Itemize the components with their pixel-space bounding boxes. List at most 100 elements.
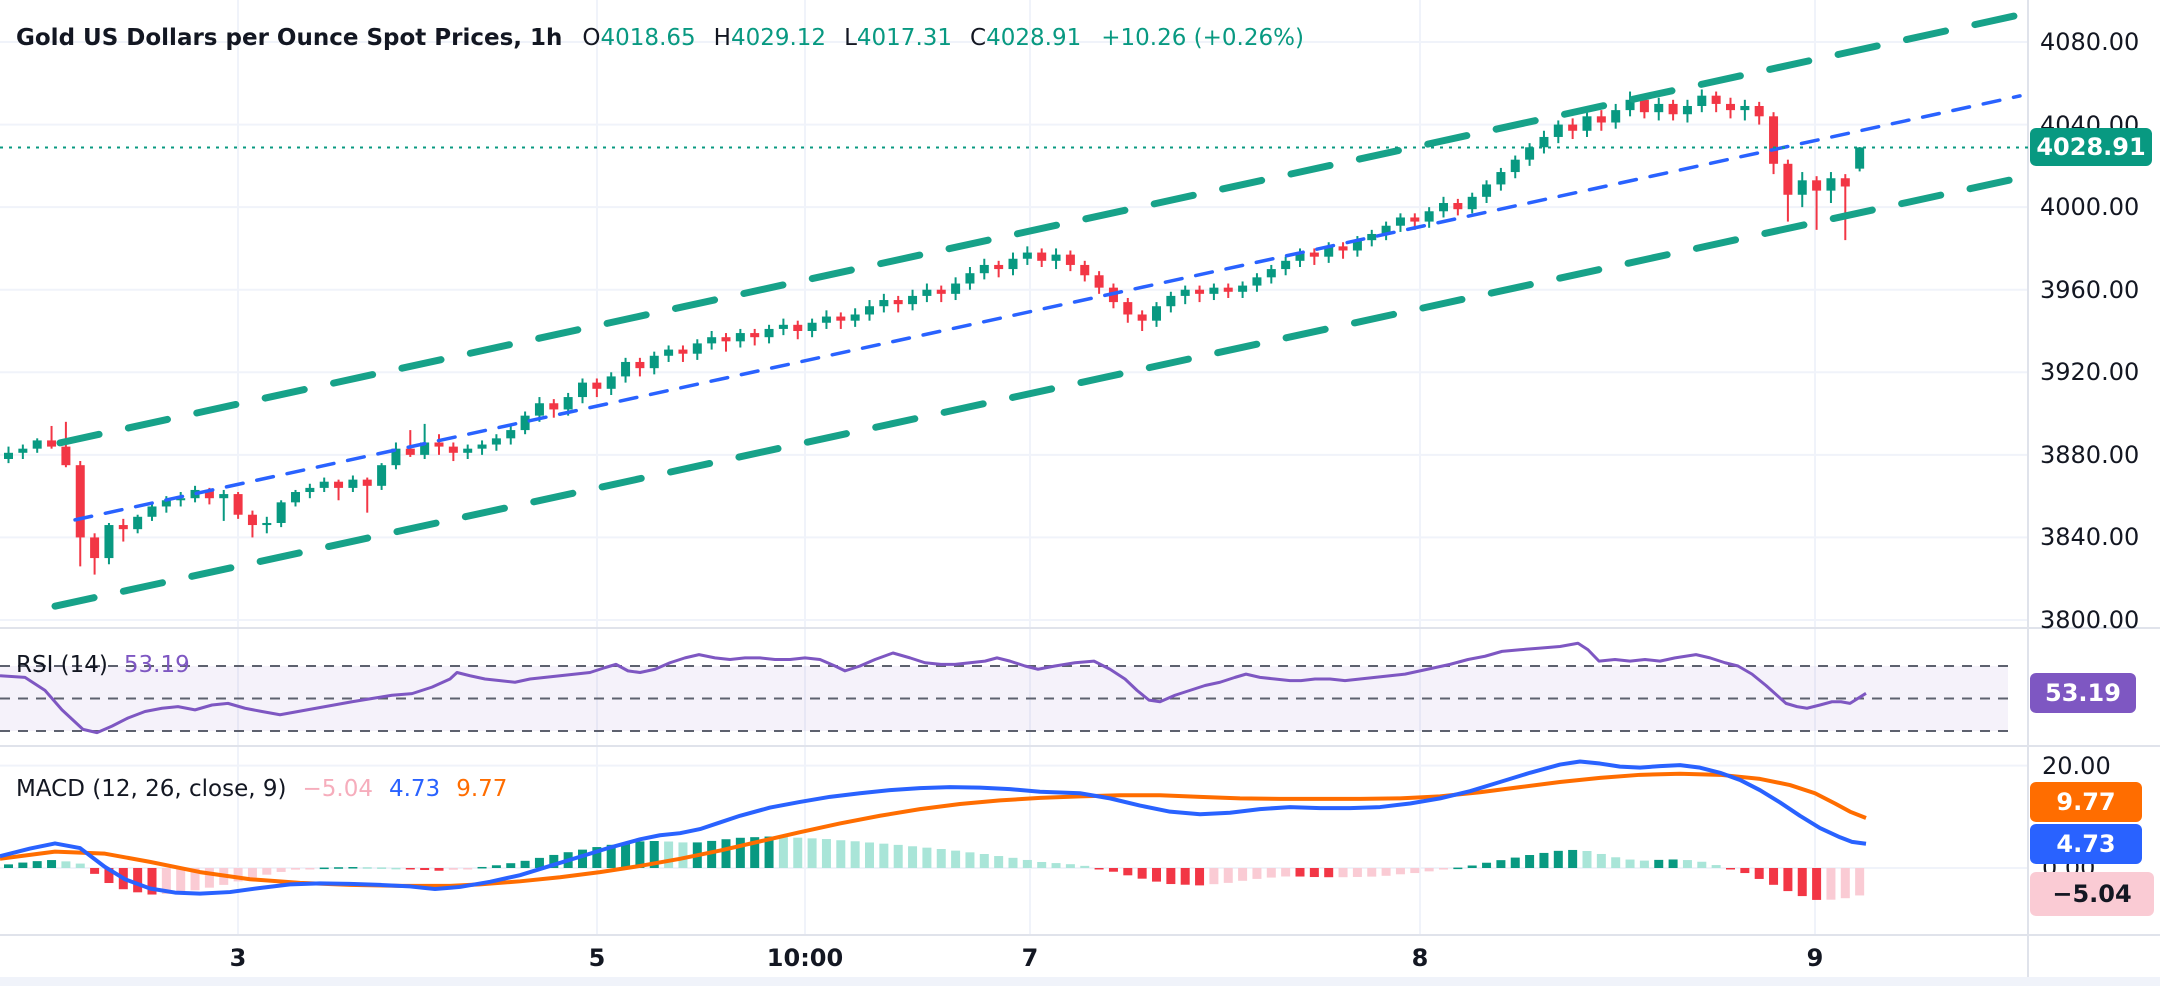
candle-up[interactable]	[735, 328, 745, 348]
candle-up[interactable]	[1740, 99, 1750, 121]
candle-down[interactable]	[1783, 159, 1793, 222]
candle-up[interactable]	[319, 477, 329, 493]
candle-up[interactable]	[348, 475, 358, 493]
trend-channel[interactable]	[51, 11, 2024, 610]
candle-up[interactable]	[821, 310, 831, 329]
macd-legend[interactable]: MACD (12, 26, close, 9) −5.04 4.73 9.77	[16, 776, 507, 802]
candle-down[interactable]	[1338, 242, 1348, 259]
candle-up[interactable]	[276, 500, 286, 528]
candle-up[interactable]	[305, 483, 315, 499]
candle-up[interactable]	[147, 504, 157, 521]
candle-up[interactable]	[1525, 143, 1535, 166]
candle-up[interactable]	[1496, 167, 1506, 191]
candle-up[interactable]	[649, 351, 659, 375]
candle-up[interactable]	[1281, 256, 1291, 276]
candle-up[interactable]	[1238, 281, 1248, 298]
candle-down[interactable]	[1453, 198, 1463, 216]
candle-up[interactable]	[176, 492, 186, 507]
candle-up[interactable]	[707, 331, 717, 350]
candle-down[interactable]	[750, 328, 760, 346]
candle-up[interactable]	[1826, 172, 1836, 204]
candle-up[interactable]	[1152, 302, 1161, 327]
candle-up[interactable]	[377, 463, 387, 490]
candle-up[interactable]	[391, 442, 401, 470]
candle-up[interactable]	[621, 357, 631, 383]
candle-up[interactable]	[606, 372, 616, 395]
candle-up[interactable]	[865, 300, 874, 321]
candle-down[interactable]	[1123, 297, 1133, 323]
candle-up[interactable]	[1855, 147, 1865, 172]
candle-up[interactable]	[1367, 229, 1377, 247]
candle-up[interactable]	[1539, 130, 1549, 154]
candle-up[interactable]	[908, 289, 918, 311]
rsi-legend[interactable]: RSI (14) 53.19	[16, 652, 190, 678]
candle-down[interactable]	[994, 260, 1004, 278]
candle-down[interactable]	[1840, 174, 1850, 241]
candle-down[interactable]	[1754, 101, 1764, 125]
candle-up[interactable]	[1424, 207, 1434, 228]
candle-up[interactable]	[1553, 120, 1563, 144]
candle-up[interactable]	[1180, 285, 1190, 305]
candle-down[interactable]	[434, 434, 444, 455]
candle-up[interactable]	[4, 446, 13, 464]
candle-down[interactable]	[75, 461, 85, 567]
candle-down[interactable]	[233, 492, 243, 519]
candle-down[interactable]	[1065, 250, 1075, 272]
candle-up[interactable]	[692, 339, 702, 360]
candle-up[interactable]	[578, 378, 587, 404]
candle-down[interactable]	[1080, 260, 1090, 282]
candle-down[interactable]	[678, 345, 688, 362]
candle-down[interactable]	[893, 295, 903, 313]
candle-down[interactable]	[1812, 176, 1822, 230]
candle-down[interactable]	[549, 399, 559, 418]
candle-up[interactable]	[1467, 192, 1477, 214]
candle-up[interactable]	[1654, 97, 1664, 121]
candle-down[interactable]	[1568, 118, 1578, 140]
candle-down[interactable]	[1094, 271, 1104, 294]
candle-down[interactable]	[1195, 285, 1205, 303]
candle-up[interactable]	[1051, 248, 1061, 270]
candle-down[interactable]	[1223, 283, 1233, 298]
channel-middle-line[interactable]	[73, 94, 2022, 522]
candle-up[interactable]	[879, 293, 889, 313]
candle-up[interactable]	[520, 411, 530, 435]
candle-up[interactable]	[133, 514, 143, 534]
candle-down[interactable]	[448, 442, 458, 462]
candle-up[interactable]	[1252, 273, 1262, 292]
candle-up[interactable]	[506, 425, 516, 445]
candle-up[interactable]	[1625, 91, 1635, 117]
candle-up[interactable]	[1381, 221, 1391, 241]
candle-up[interactable]	[1439, 196, 1448, 218]
candle-down[interactable]	[1309, 248, 1319, 265]
candle-down[interactable]	[247, 510, 257, 538]
candle-down[interactable]	[118, 518, 128, 542]
candle-down[interactable]	[1668, 99, 1678, 121]
symbol-legend[interactable]: Gold US Dollars per Ounce Spot Prices, 1…	[16, 25, 1304, 51]
candle-up[interactable]	[1510, 155, 1520, 179]
candle-up[interactable]	[664, 345, 674, 362]
candle-up[interactable]	[1209, 283, 1219, 301]
candle-up[interactable]	[1611, 103, 1621, 129]
candle-down[interactable]	[362, 477, 372, 513]
candle-up[interactable]	[778, 318, 788, 336]
candle-down[interactable]	[1769, 112, 1779, 175]
candle-down[interactable]	[721, 333, 731, 352]
candle-up[interactable]	[1682, 99, 1692, 123]
candle-down[interactable]	[90, 533, 100, 575]
candle-down[interactable]	[1596, 110, 1606, 131]
candle-up[interactable]	[1697, 89, 1707, 113]
channel-lower-line[interactable]	[51, 174, 2024, 610]
candle-up[interactable]	[1482, 180, 1492, 204]
candle-up[interactable]	[1008, 252, 1018, 276]
candle-down[interactable]	[47, 425, 57, 449]
candle-up[interactable]	[922, 283, 932, 303]
candle-up[interactable]	[420, 423, 430, 459]
channel-upper-line[interactable]	[56, 11, 2024, 447]
candle-up[interactable]	[850, 308, 860, 327]
candle-down[interactable]	[334, 479, 344, 501]
candle-down[interactable]	[1726, 97, 1735, 119]
candle-up[interactable]	[1395, 213, 1405, 232]
candle-down[interactable]	[1711, 91, 1721, 113]
candle-up[interactable]	[979, 258, 989, 280]
